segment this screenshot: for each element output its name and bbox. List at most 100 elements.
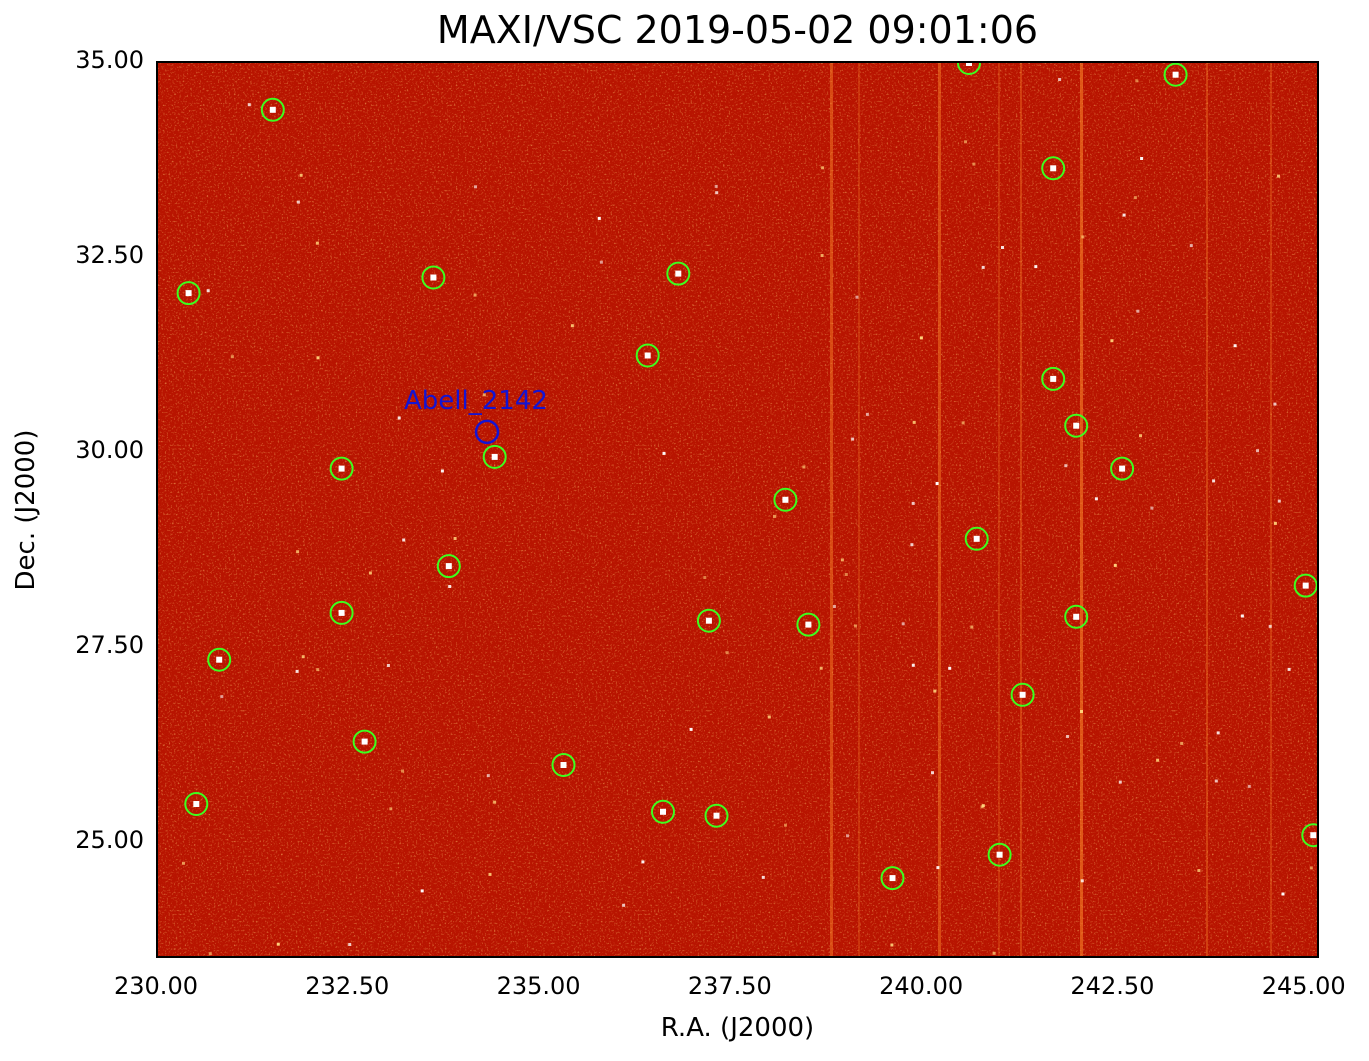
source-circle <box>773 487 798 512</box>
source-core <box>889 875 896 882</box>
source-marker <box>773 487 798 512</box>
source-marker <box>964 526 989 551</box>
source-circle <box>651 799 675 824</box>
source-marker <box>1293 573 1317 598</box>
source-marker <box>957 63 981 75</box>
source-marker <box>880 866 905 891</box>
source-core <box>660 808 666 815</box>
source-circle <box>1041 156 1066 181</box>
source-marker <box>666 261 691 286</box>
source-marker <box>696 608 721 633</box>
source-circle <box>880 866 905 891</box>
source-core <box>644 352 651 359</box>
source-circle <box>987 842 1012 867</box>
background-stars <box>182 78 1313 956</box>
sky-image-frame <box>156 61 1319 958</box>
source-core <box>996 851 1003 858</box>
source-marker <box>1010 682 1035 707</box>
source-circle <box>1064 413 1089 438</box>
source-marker <box>421 265 446 290</box>
source-circle <box>1163 63 1188 87</box>
x-tick-label: 245.00 <box>1261 972 1346 1000</box>
source-marker <box>1064 413 1089 438</box>
source-core <box>1310 832 1317 839</box>
source-marker <box>207 647 232 672</box>
y-tick-label: 30.00 <box>75 436 144 464</box>
y-tick-label: 27.50 <box>75 631 144 659</box>
source-circle <box>352 729 377 754</box>
source-circle <box>482 444 507 469</box>
source-circle <box>260 97 285 122</box>
source-marker <box>704 803 729 828</box>
y-tick-label: 32.50 <box>75 241 144 269</box>
source-circle <box>1110 456 1135 481</box>
source-core <box>805 621 812 628</box>
source-circle <box>207 647 232 672</box>
source-circle <box>176 281 201 306</box>
source-core <box>1050 375 1057 382</box>
source-core <box>269 106 276 113</box>
source-marker <box>551 753 576 777</box>
source-circle <box>329 456 354 481</box>
target-marker-group <box>474 419 500 445</box>
x-tick-label: 230.00 <box>114 972 198 1000</box>
source-circle <box>957 63 981 75</box>
source-circle <box>796 612 821 637</box>
source-circle <box>1041 366 1066 391</box>
source-marker <box>329 600 354 625</box>
source-circle <box>666 261 691 286</box>
source-core <box>713 812 720 819</box>
source-marker <box>1110 456 1135 481</box>
source-core <box>445 563 452 570</box>
source-circle <box>436 554 461 579</box>
source-marker <box>482 444 507 469</box>
source-core <box>1302 582 1309 589</box>
source-circle <box>184 792 209 816</box>
x-tick-label: 232.50 <box>305 972 390 1000</box>
source-marker <box>436 554 461 579</box>
source-core <box>193 801 200 807</box>
sky-noise-texture <box>158 63 1317 956</box>
source-circle <box>1301 823 1317 848</box>
source-circle <box>1064 604 1089 629</box>
source-marker <box>352 729 377 754</box>
source-circle <box>329 600 354 625</box>
y-axis-label: Dec. (J2000) <box>11 429 41 591</box>
source-circle <box>696 608 721 633</box>
source-core <box>1172 71 1179 78</box>
sky-image <box>158 63 1317 956</box>
source-marker <box>260 97 285 122</box>
source-circle <box>421 265 446 290</box>
source-marker <box>796 612 821 637</box>
target-label: Abell_2142 <box>404 385 548 416</box>
source-marker <box>1041 366 1066 391</box>
target-circle <box>474 419 500 445</box>
source-core <box>1019 691 1026 698</box>
source-core <box>361 738 368 745</box>
source-marker <box>1163 63 1188 87</box>
source-marker <box>1301 823 1317 848</box>
y-tick-label: 35.00 <box>75 46 144 74</box>
source-core <box>1119 465 1126 472</box>
source-core <box>216 656 223 663</box>
source-core <box>338 609 345 616</box>
y-tick-label: 25.00 <box>75 826 144 854</box>
source-circle <box>1010 682 1035 707</box>
source-marker <box>1041 156 1066 181</box>
source-core <box>560 762 567 768</box>
source-core <box>491 453 498 460</box>
source-core <box>185 290 192 297</box>
source-marker <box>176 281 201 306</box>
x-tick-label: 240.00 <box>879 972 964 1000</box>
x-tick-label: 235.00 <box>496 972 581 1000</box>
source-core <box>675 270 682 277</box>
source-core <box>973 535 980 542</box>
source-marker <box>1064 604 1089 629</box>
source-core <box>705 617 712 624</box>
source-circle <box>704 803 729 828</box>
x-axis-label: R.A. (J2000) <box>660 1013 815 1043</box>
source-marker <box>651 799 675 824</box>
x-tick-label: 242.50 <box>1070 972 1155 1000</box>
source-circle <box>551 753 576 777</box>
source-marker <box>635 343 660 368</box>
